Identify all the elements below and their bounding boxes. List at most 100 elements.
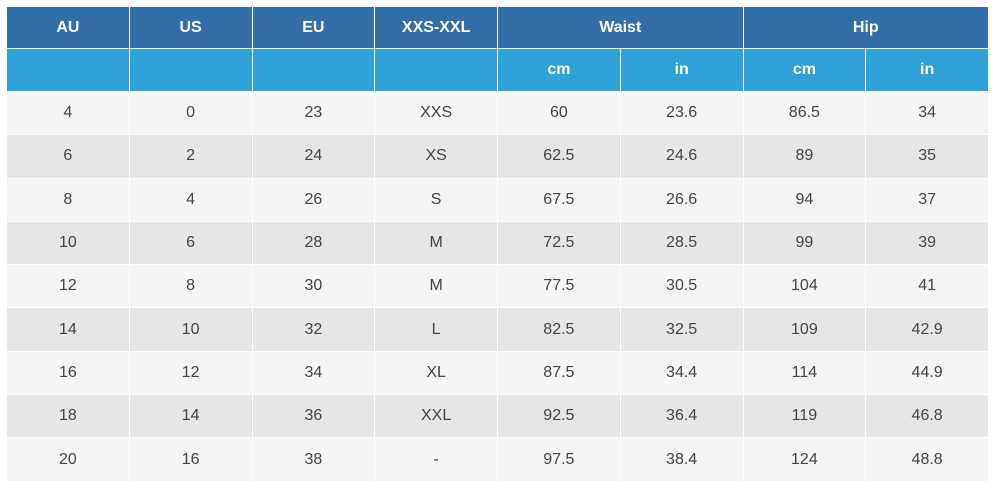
table-cell: 16 (6, 350, 130, 396)
table-cell: 18 (6, 394, 130, 439)
table-cell: 37 (865, 177, 989, 222)
table-cell: XS (374, 134, 498, 179)
table-cell: M (374, 264, 498, 309)
empty-subheader (6, 48, 130, 92)
unit-header: in (865, 48, 989, 92)
column-header: EU (251, 6, 376, 49)
table-cell: 104 (742, 264, 867, 309)
table-cell: 82.5 (497, 307, 621, 352)
table-cell: 35 (865, 134, 989, 179)
unit-header: in (619, 48, 744, 92)
table-row: 8 4 26 S 67.5 26.6 94 37 (6, 177, 989, 222)
table-cell: 46.8 (865, 394, 989, 439)
table-cell: 42.9 (865, 307, 989, 352)
table-row: 14 10 32 L 82.5 32.5 109 42.9 (6, 307, 989, 352)
table-cell: 92.5 (497, 394, 621, 439)
table-cell: 28.5 (619, 220, 744, 266)
table-cell: 34 (251, 350, 376, 396)
table-cell: XXS (374, 90, 498, 136)
table-cell: 26 (251, 177, 376, 222)
table-cell: 36 (251, 394, 376, 439)
table-cell: 99 (742, 220, 867, 266)
table-row: 18 14 36 XXL 92.5 36.4 119 46.8 (6, 394, 989, 439)
size-table: AU US EU XXS-XXL Waist Hip cm in cm in 4 0 23 XXS 60… (6, 6, 989, 482)
column-header: US (128, 6, 253, 49)
table-row: 12 8 30 M 77.5 30.5 104 41 (6, 264, 989, 309)
table-row: 6 2 24 XS 62.5 24.6 89 35 (6, 134, 989, 179)
column-header: Hip (742, 6, 989, 49)
table-cell: XL (374, 350, 498, 396)
table-cell: 24 (251, 134, 376, 179)
header-row: AU US EU XXS-XXL Waist Hip (6, 6, 989, 49)
table-cell: 8 (6, 177, 130, 222)
table-cell: 97.5 (497, 437, 621, 482)
table-cell: 26.6 (619, 177, 744, 222)
table-cell: 62.5 (497, 134, 621, 179)
table-cell: 72.5 (497, 220, 621, 266)
table-cell: 6 (128, 220, 253, 266)
table-cell: 16 (128, 437, 253, 482)
table-cell: 20 (6, 437, 130, 482)
table-cell: 86.5 (742, 90, 867, 136)
table-cell: 14 (6, 307, 130, 352)
table-cell: 10 (128, 307, 253, 352)
table-cell: - (374, 437, 498, 482)
table-row: 10 6 28 M 72.5 28.5 99 39 (6, 220, 989, 266)
table-cell: 32.5 (619, 307, 744, 352)
table-cell: 67.5 (497, 177, 621, 222)
table-cell: L (374, 307, 498, 352)
unit-header: cm (497, 48, 621, 92)
table-row: 20 16 38-97.5 38.4 124 48.8 (6, 437, 989, 482)
empty-subheader (251, 48, 376, 92)
table-cell: 32 (251, 307, 376, 352)
table-cell: 119 (742, 394, 867, 439)
table-cell: 87.5 (497, 350, 621, 396)
table-cell: 14 (128, 394, 253, 439)
table-row: 16 12 34 XL 87.5 34.4 114 44.9 (6, 350, 989, 396)
table-cell: S (374, 177, 498, 222)
table-body: 4 0 23 XXS 60 23.6 86.5 34 6 2 24 XS 62.5 24.6 89 35 8 4 2… (6, 90, 989, 482)
table-cell: 8 (128, 264, 253, 309)
table-cell: 24.6 (619, 134, 744, 179)
table-cell: 77.5 (497, 264, 621, 309)
table-cell: 34 (865, 90, 989, 136)
size-chart: AU US EU XXS-XXL Waist Hip cm in cm in 4 0 23 XXS 60… (6, 6, 989, 482)
table-cell: 10 (6, 220, 130, 266)
unit-header: cm (742, 48, 867, 92)
table-cell: 44.9 (865, 350, 989, 396)
table-cell: 41 (865, 264, 989, 309)
table-cell: 60 (497, 90, 621, 136)
table-cell: 4 (6, 90, 130, 136)
table-cell: 23 (251, 90, 376, 136)
table-cell: 114 (742, 350, 867, 396)
table-cell: 109 (742, 307, 867, 352)
table-cell: M (374, 220, 498, 266)
table-cell: 34.4 (619, 350, 744, 396)
table-cell: 38.4 (619, 437, 744, 482)
column-header: XXS-XXL (374, 6, 498, 49)
table-cell: 23.6 (619, 90, 744, 136)
table-cell: XXL (374, 394, 498, 439)
empty-subheader (128, 48, 253, 92)
table-cell: 12 (6, 264, 130, 309)
table-cell: 6 (6, 134, 130, 179)
table-cell: 36.4 (619, 394, 744, 439)
table-cell: 30 (251, 264, 376, 309)
table-cell: 124 (742, 437, 867, 482)
column-header: AU (6, 6, 130, 49)
subheader-row: cm in cm in (6, 48, 989, 92)
table-cell: 28 (251, 220, 376, 266)
table-cell: 94 (742, 177, 867, 222)
table-cell: 12 (128, 350, 253, 396)
table-cell: 2 (128, 134, 253, 179)
table-cell: 4 (128, 177, 253, 222)
column-header: Waist (497, 6, 744, 49)
table-cell: 89 (742, 134, 867, 179)
table-row: 4 0 23 XXS 60 23.6 86.5 34 (6, 90, 989, 136)
table-cell: 48.8 (865, 437, 989, 482)
table-cell: 38 (251, 437, 376, 482)
table-cell: 30.5 (619, 264, 744, 309)
table-cell: 39 (865, 220, 989, 266)
table-cell: 0 (128, 90, 253, 136)
empty-subheader (374, 48, 498, 92)
